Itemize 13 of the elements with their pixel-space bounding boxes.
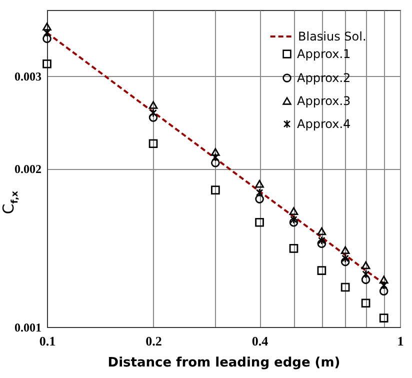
y-tick-label: 0.001	[14, 320, 42, 334]
legend-label: Approx.3	[297, 94, 351, 108]
y-tick-label: 0.002	[14, 162, 42, 176]
x-tick-label: 0.1	[39, 334, 56, 348]
legend-label: Blasius Sol.	[298, 30, 366, 44]
legend-label: Approx.2	[297, 71, 351, 85]
x-axis-title: Distance from leading edge (m)	[108, 356, 340, 370]
x-tick-label: 0.4	[252, 334, 269, 348]
x-tick-label: 0.2	[146, 334, 162, 348]
y-tick-label: 0.003	[14, 69, 42, 84]
x-tick-label: 1	[397, 334, 404, 348]
legend-label: Approx.1	[297, 47, 351, 61]
legend-label: Approx.4	[297, 117, 351, 131]
